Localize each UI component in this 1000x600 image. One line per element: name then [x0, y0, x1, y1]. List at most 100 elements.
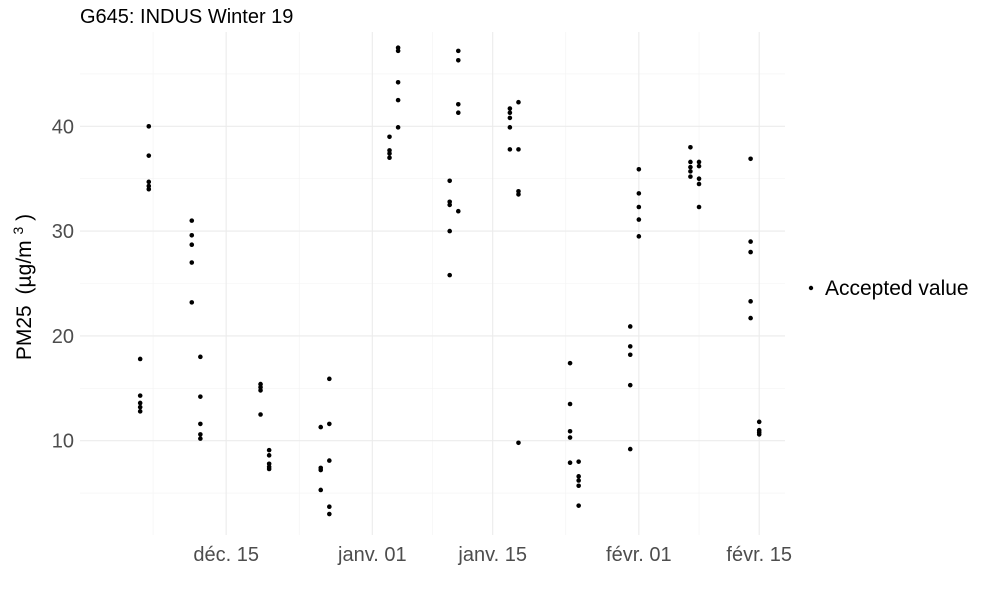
y-tick-label: 10 [52, 431, 74, 453]
data-point [266, 453, 272, 458]
y-tick-label: 30 [52, 221, 74, 243]
data-point [146, 124, 152, 129]
data-point [688, 174, 693, 179]
x-tick-label: janv. 15 [457, 544, 527, 566]
data-point [387, 155, 392, 161]
data-point [327, 511, 332, 517]
data-point [146, 186, 152, 192]
y-axis-label: PM25 [13, 305, 36, 360]
legend: Accepted value [808, 277, 969, 300]
data-point [455, 208, 461, 214]
data-point [748, 156, 753, 162]
data-point [636, 191, 642, 196]
data-point [258, 381, 263, 387]
y-tick-label: 20 [52, 326, 74, 348]
data-point [576, 478, 581, 483]
data-point [189, 260, 195, 265]
data-point [137, 400, 143, 406]
data-point [507, 106, 513, 111]
data-point [507, 125, 513, 130]
data-point [455, 57, 461, 63]
data-point [567, 360, 573, 366]
data-point [146, 179, 152, 185]
data-point [576, 474, 581, 479]
data-point [258, 384, 263, 390]
data-point [688, 144, 693, 150]
data-point [455, 110, 461, 115]
data-point [567, 460, 573, 465]
data-point [576, 483, 581, 489]
data-point [395, 97, 401, 103]
data-point [516, 188, 521, 194]
data-point [507, 110, 513, 115]
data-point [327, 504, 332, 510]
data-point [447, 199, 452, 205]
data-point [258, 388, 263, 393]
data-point [455, 48, 461, 54]
legend-label-accepted-value: Accepted value [825, 277, 969, 300]
legend-key-accepted-value [808, 285, 814, 291]
data-point [447, 178, 452, 184]
data-point [516, 440, 521, 446]
data-point [189, 300, 195, 305]
data-point [198, 432, 203, 437]
data-point [516, 147, 521, 152]
data-point [447, 272, 452, 278]
data-point [447, 228, 452, 234]
x-tick-label: déc. 15 [193, 544, 259, 566]
data-point [189, 218, 195, 223]
data-point [627, 446, 633, 452]
data-point [258, 412, 263, 417]
data-point [748, 299, 753, 304]
x-axis-ticks: déc. 15 janv. 01 janv. 15 févr. 01 févr. 15 [193, 544, 792, 566]
data-point [636, 204, 642, 210]
data-point [266, 461, 272, 467]
data-point [395, 45, 401, 51]
data-point [748, 249, 753, 255]
data-point [507, 147, 513, 152]
data-point [395, 125, 401, 130]
data-point [567, 428, 573, 434]
data-point [756, 432, 762, 437]
data-point [748, 315, 753, 321]
x-tick-label: févr. 15 [726, 544, 792, 566]
data-point [447, 202, 452, 208]
y-axis-unit-exponent: 3 [10, 226, 26, 234]
data-point [387, 148, 392, 153]
y-axis-unit-suffix: ) [13, 214, 36, 221]
data-point [516, 192, 521, 197]
y-axis-ticks: 10 20 30 40 [52, 116, 74, 452]
data-point [137, 409, 143, 414]
data-point [576, 459, 581, 464]
data-point [756, 419, 762, 425]
y-axis-title: PM25 (µg/m 3 ) [5, 214, 36, 360]
data-point [636, 234, 642, 239]
data-point [266, 466, 272, 472]
data-point [696, 181, 702, 187]
data-point [688, 169, 693, 174]
data-point [636, 166, 642, 172]
data-point [516, 99, 521, 105]
data-point [696, 159, 702, 165]
data-point [189, 242, 195, 248]
data-point [576, 503, 581, 508]
data-point [137, 393, 143, 398]
data-point [567, 401, 573, 407]
data-point [688, 159, 693, 165]
data-point [137, 404, 143, 410]
data-point [387, 134, 392, 140]
data-point [627, 352, 633, 358]
data-point [198, 421, 203, 427]
data-point [137, 356, 143, 362]
data-point [189, 232, 195, 238]
data-point [266, 447, 272, 453]
chart-title: G645: INDUS Winter 19 [80, 6, 293, 28]
data-point [395, 80, 401, 85]
data-point [688, 164, 693, 170]
x-tick-label: janv. 01 [337, 544, 407, 566]
data-point [327, 421, 332, 427]
data-point [318, 424, 324, 430]
y-tick-label: 40 [52, 116, 74, 138]
data-point [146, 183, 152, 189]
